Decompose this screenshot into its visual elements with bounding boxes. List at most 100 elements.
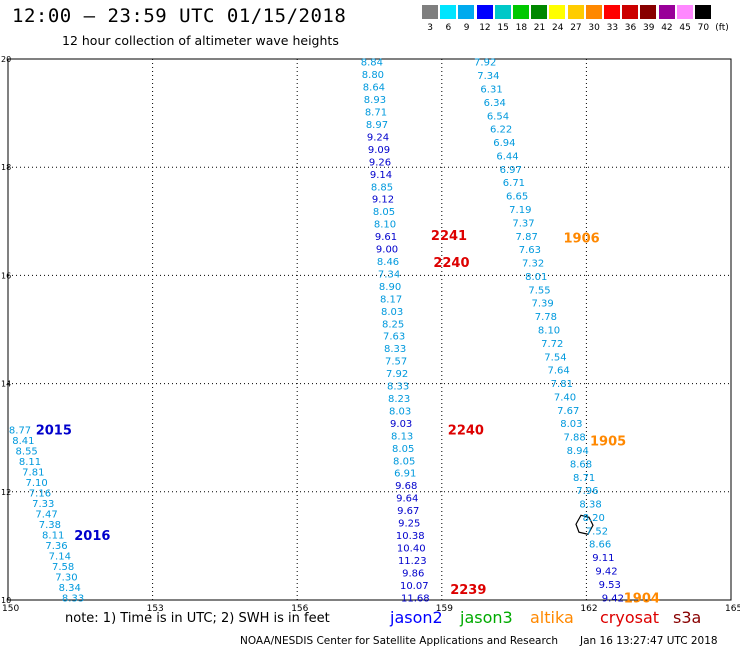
wave-height-value: 7.78 (535, 312, 557, 323)
wave-height-value: 8.77 (9, 426, 31, 437)
wave-height-value: 10.07 (400, 581, 429, 592)
wave-height-value: 11.68 (401, 593, 430, 604)
pass-time-label: 1906 (563, 232, 599, 247)
wave-height-value: 8.10 (374, 220, 396, 231)
wave-height-value: 7.55 (528, 285, 550, 296)
wave-height-value: 8.71 (365, 108, 387, 119)
wave-height-value: 8.23 (388, 394, 410, 405)
wave-height-value: 7.92 (474, 58, 496, 69)
pass-time-label: 2016 (74, 529, 110, 544)
legend-swatch (567, 5, 584, 19)
wave-height-value: 8.11 (42, 530, 64, 541)
wave-height-value: 6.94 (493, 138, 515, 149)
wave-height-value: 7.96 (576, 486, 598, 497)
legend-swatch (440, 5, 457, 19)
wave-height-value: 7.34 (378, 269, 400, 280)
lat-tick-label: 20 (1, 55, 11, 64)
wave-height-value: 8.25 (382, 319, 404, 330)
footer-note: note: 1) Time is in UTC; 2) SWH is in fe… (65, 611, 330, 626)
wave-height-value: 9.42 (602, 593, 624, 604)
wave-height-value: 7.10 (25, 478, 47, 489)
wave-height-value: 9.00 (376, 245, 398, 256)
wave-height-value: 7.67 (557, 406, 579, 417)
lon-tick-label: 156 (291, 604, 308, 614)
lat-tick-label: 18 (1, 163, 11, 172)
wave-height-value: 9.61 (375, 232, 397, 243)
credit-line: NOAA/NESDIS Center for Satellite Applica… (240, 635, 558, 647)
wave-height-value: 7.52 (586, 526, 608, 537)
sat-jason3: jason3 (460, 608, 513, 627)
pass-time-label: 2240 (433, 256, 469, 271)
wave-height-value: 8.05 (393, 456, 415, 467)
wave-height-value: 6.71 (503, 178, 525, 189)
timestamp: Jan 16 13:27:47 UTC 2018 (580, 635, 718, 647)
wave-height-value: 6.44 (496, 151, 518, 162)
pass-time-label: 2241 (431, 229, 467, 244)
wave-height-value: 9.68 (395, 481, 417, 492)
wave-height-value: 6.22 (490, 125, 512, 136)
wave-height-value: 9.09 (368, 145, 390, 156)
wave-height-value: 8.03 (560, 419, 582, 430)
wave-height-value: 8.03 (381, 307, 403, 318)
wave-height-value: 9.67 (397, 506, 419, 517)
legend-swatch (476, 5, 493, 19)
wave-height-value: 7.64 (547, 366, 569, 377)
legend-swatch (585, 5, 602, 19)
wave-height-value: 8.41 (12, 436, 34, 447)
wave-height-value: 8.64 (363, 83, 385, 94)
island-outline (575, 514, 594, 535)
legend-swatch (640, 5, 657, 19)
wave-height-value: 9.03 (390, 419, 412, 430)
legend-swatch (422, 5, 438, 19)
wave-height-value: 9.42 (595, 567, 617, 578)
wave-height-value: 8.03 (389, 406, 411, 417)
legend-label: 27 (570, 23, 582, 33)
wave-height-value: 8.55 (16, 447, 38, 458)
sat-cryosat: cryosat (600, 608, 660, 627)
wave-height-value: 8.84 (361, 58, 383, 69)
legend-label: 45 (679, 23, 691, 33)
wave-height-value: 6.91 (394, 469, 416, 480)
wave-height-value: 9.25 (398, 519, 420, 530)
legend-swatch (676, 5, 693, 19)
sat-s3a: s3a (673, 608, 702, 627)
legend-label: 3 (427, 23, 434, 33)
wave-height-value: 8.71 (573, 473, 595, 484)
chart-title: 12:00 – 23:59 UTC 01/15/2018 (12, 5, 347, 27)
wave-height-value: 8.13 (391, 431, 413, 442)
chart-subtitle: 12 hour collection of altimeter wave hei… (62, 33, 339, 48)
wave-height-value: 8.05 (373, 207, 395, 218)
lon-tick-label: 159 (436, 604, 453, 614)
wave-height-value: 7.19 (509, 205, 531, 216)
wave-height-value: 7.32 (522, 259, 544, 270)
wave-height-value: 6.54 (487, 111, 509, 122)
legend-swatch (695, 5, 711, 19)
sat-altika: altika (530, 608, 574, 627)
map-frame (7, 58, 732, 601)
wave-height-value: 8.17 (380, 294, 402, 305)
legend-swatch (531, 5, 548, 19)
wave-height-value: 7.16 (29, 488, 51, 499)
wave-height-value: 7.34 (477, 71, 499, 82)
wave-height-value: 7.33 (32, 499, 54, 510)
wave-height-value: 8.33 (62, 593, 84, 604)
pass-time-label: 1905 (590, 434, 626, 449)
wave-height-value: 8.66 (589, 540, 611, 551)
wave-height-value: 7.39 (532, 299, 554, 310)
lat-tick-label: 12 (1, 488, 11, 497)
wave-height-value: 8.10 (538, 326, 560, 337)
wave-height-value: 8.05 (392, 444, 414, 455)
legend-label: 24 (552, 23, 564, 33)
legend-swatch (494, 5, 511, 19)
pass-time-label: 1904 (624, 591, 660, 606)
legend-label: 21 (533, 23, 546, 33)
pass-time-label: 2239 (450, 583, 486, 598)
wave-height-value: 7.58 (52, 562, 74, 573)
legend-label: 15 (497, 23, 509, 33)
wave-height-value: 11.23 (398, 556, 427, 567)
wave-height-value: 8.11 (19, 457, 41, 468)
wave-height-value: 6.34 (484, 98, 506, 109)
wave-height-value: 7.40 (554, 392, 576, 403)
